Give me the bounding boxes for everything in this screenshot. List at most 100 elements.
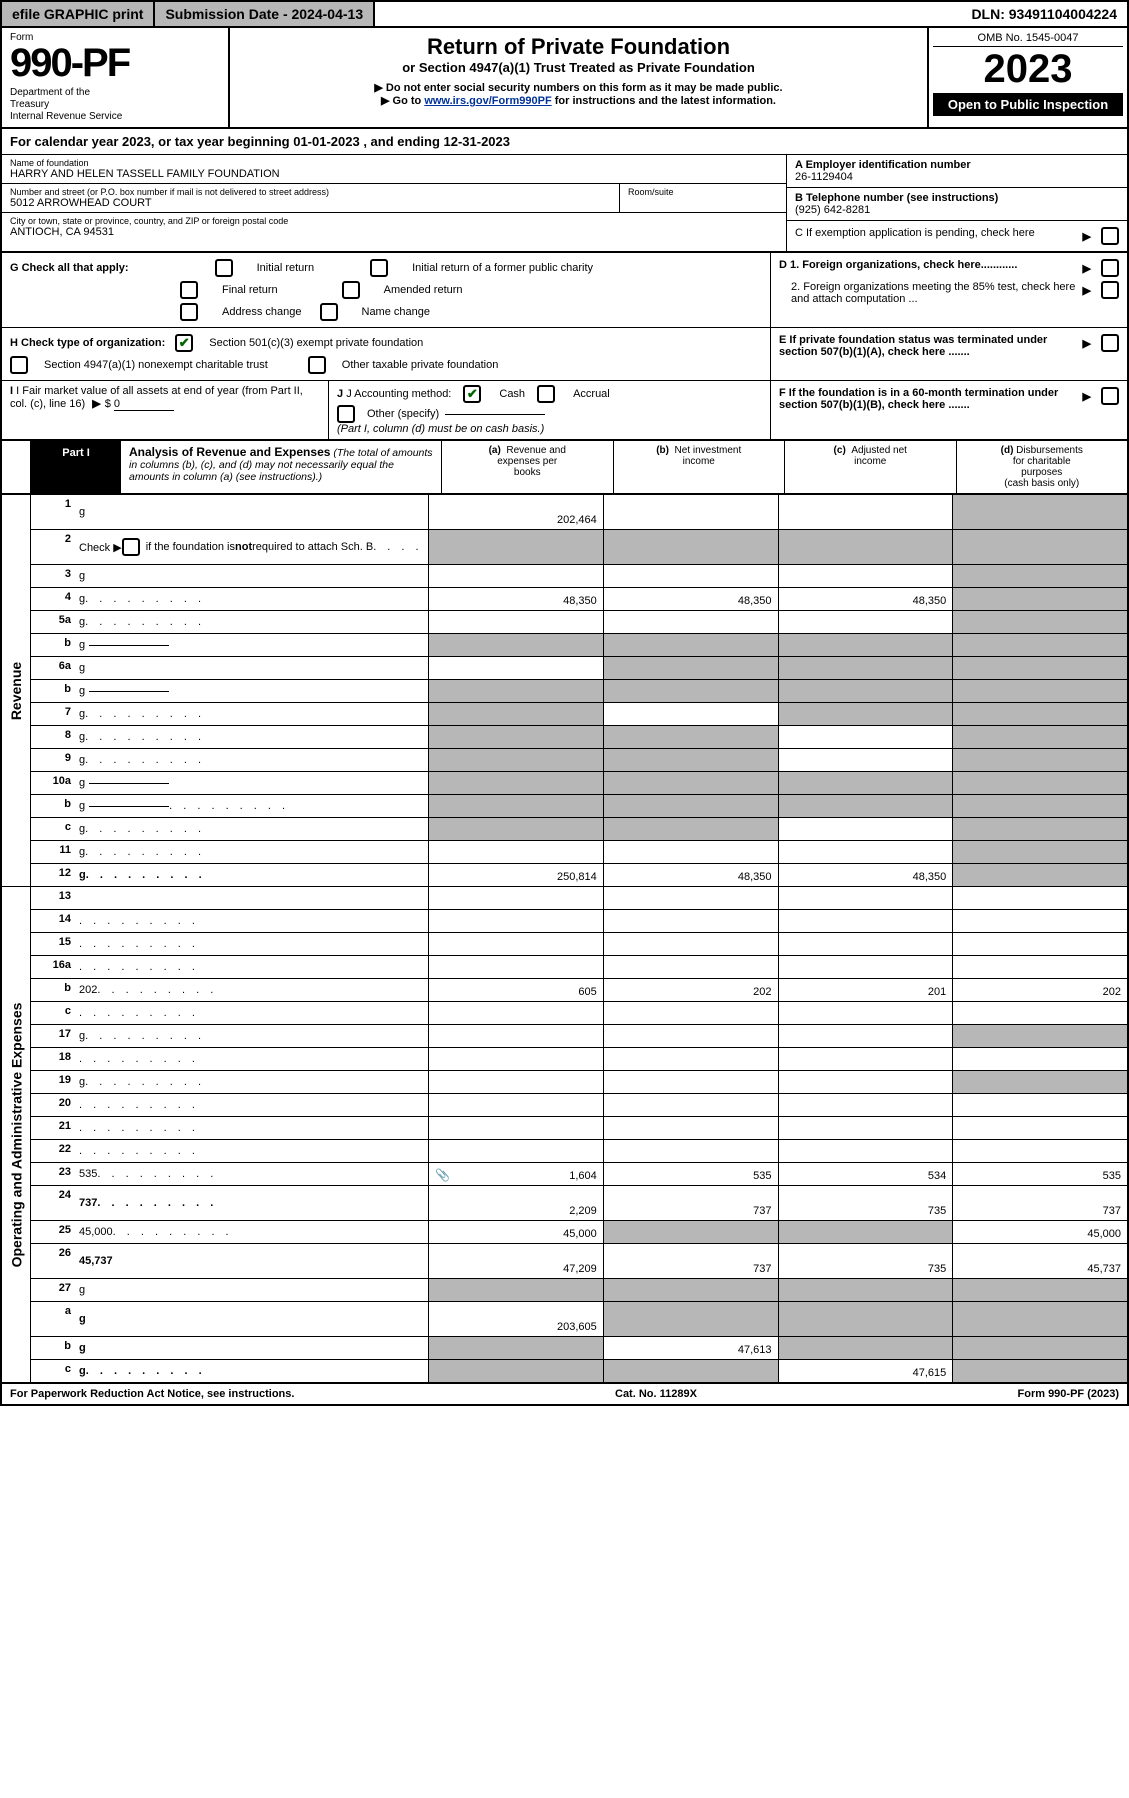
- dln-number: DLN: 93491104004224: [961, 2, 1127, 26]
- row-description: . . . . . . . . .: [75, 1140, 429, 1162]
- row-number: 7: [31, 703, 75, 725]
- efile-print-button[interactable]: efile GRAPHIC print: [2, 2, 155, 26]
- value-cell: [779, 818, 954, 840]
- checkbox-initial-return[interactable]: [215, 259, 233, 277]
- value-cell: [429, 1279, 604, 1301]
- value-cell: [604, 1279, 779, 1301]
- value-cell: [779, 1002, 954, 1024]
- footer-left: For Paperwork Reduction Act Notice, see …: [10, 1388, 294, 1400]
- page-footer: For Paperwork Reduction Act Notice, see …: [0, 1384, 1129, 1406]
- checkbox-f[interactable]: [1101, 387, 1119, 405]
- checkbox-cash[interactable]: [463, 385, 481, 403]
- irs-link[interactable]: www.irs.gov/Form990PF: [424, 95, 551, 107]
- row-number: 27: [31, 1279, 75, 1301]
- row-number: 1: [31, 495, 75, 529]
- row-number: b: [31, 680, 75, 702]
- value-cell: [953, 749, 1127, 771]
- row-description: . . . . . . . . .: [75, 1002, 429, 1024]
- row-description: g . . . . . . . . .: [75, 726, 429, 748]
- checkbox-other-method[interactable]: [337, 405, 355, 423]
- value-cell: 534: [779, 1163, 954, 1185]
- value-cell: [604, 910, 779, 932]
- checkbox-d2[interactable]: [1101, 281, 1119, 299]
- table-row: 17g . . . . . . . . .: [31, 1025, 1127, 1048]
- table-row: 24737 . . . . . . . . .2,209737735737: [31, 1186, 1127, 1221]
- ein-block: A Employer identification number 26-1129…: [787, 155, 1127, 188]
- table-row: 18 . . . . . . . . .: [31, 1048, 1127, 1071]
- checkbox-other-taxable[interactable]: [308, 356, 326, 374]
- value-cell: [779, 530, 954, 564]
- value-cell: [953, 1337, 1127, 1359]
- attachment-icon[interactable]: 📎: [435, 1168, 450, 1182]
- value-cell: [604, 795, 779, 817]
- value-cell: [429, 772, 604, 794]
- checkbox-initial-former[interactable]: [370, 259, 388, 277]
- checkbox-accrual[interactable]: [537, 385, 555, 403]
- value-cell: [429, 1117, 604, 1139]
- h-check-type: H Check type of organization: Section 50…: [2, 328, 770, 380]
- value-cell: [604, 956, 779, 978]
- value-cell: 202,464: [429, 495, 604, 529]
- value-cell: [779, 956, 954, 978]
- row-description: . . . . . . . . .: [75, 956, 429, 978]
- row-number: 3: [31, 565, 75, 587]
- value-cell: 201: [779, 979, 954, 1001]
- value-cell: [604, 1117, 779, 1139]
- value-cell: 203,605: [429, 1302, 604, 1336]
- arrow-icon: ▶: [1083, 284, 1091, 297]
- table-row: 2545,000 . . . . . . . . .45,00045,000: [31, 1221, 1127, 1244]
- value-cell: [779, 1094, 954, 1116]
- row-number: 19: [31, 1071, 75, 1093]
- row-description: g: [75, 1337, 429, 1359]
- value-cell: [429, 841, 604, 863]
- value-cell: 47,613: [604, 1337, 779, 1359]
- value-cell: [604, 772, 779, 794]
- row-description: g: [75, 1279, 429, 1301]
- value-cell: 535: [953, 1163, 1127, 1185]
- value-cell: [604, 634, 779, 656]
- checkbox-address-change[interactable]: [180, 303, 198, 321]
- table-row: 5ag . . . . . . . . .: [31, 611, 1127, 634]
- value-cell: [953, 530, 1127, 564]
- row-number: 4: [31, 588, 75, 610]
- value-cell: [953, 956, 1127, 978]
- value-cell: 📎1,604: [429, 1163, 604, 1185]
- row-description: 45,737: [75, 1244, 429, 1278]
- checkbox-c[interactable]: [1101, 227, 1119, 245]
- value-cell: [779, 565, 954, 587]
- value-cell: [953, 772, 1127, 794]
- row-description: . . . . . . . . .: [75, 1094, 429, 1116]
- value-cell: [429, 1360, 604, 1382]
- row-number: 11: [31, 841, 75, 863]
- checkbox-4947a1[interactable]: [10, 356, 28, 374]
- value-cell: [429, 703, 604, 725]
- value-cell: [779, 795, 954, 817]
- value-cell: [779, 726, 954, 748]
- value-cell: [604, 657, 779, 679]
- value-cell: [779, 1337, 954, 1359]
- value-cell: [953, 634, 1127, 656]
- row-description: . . . . . . . . .: [75, 933, 429, 955]
- checkbox-amended-return[interactable]: [342, 281, 360, 299]
- checkbox-d1[interactable]: [1101, 259, 1119, 277]
- checkbox-final-return[interactable]: [180, 281, 198, 299]
- checkbox-501c3[interactable]: [175, 334, 193, 352]
- value-cell: [429, 795, 604, 817]
- value-cell: [953, 1048, 1127, 1070]
- value-cell: [429, 1048, 604, 1070]
- value-cell: [953, 703, 1127, 725]
- value-cell: [953, 1302, 1127, 1336]
- header-note-1: ▶ Do not enter social security numbers o…: [240, 81, 917, 94]
- row-description: 202 . . . . . . . . .: [75, 979, 429, 1001]
- value-cell: [779, 703, 954, 725]
- department-label: Department of theTreasuryInternal Revenu…: [10, 87, 220, 123]
- checkbox-e[interactable]: [1101, 334, 1119, 352]
- table-row: b202 . . . . . . . . .605202201202: [31, 979, 1127, 1002]
- row-description: . . . . . . . . .: [75, 910, 429, 932]
- value-cell: [953, 864, 1127, 886]
- row-number: 12: [31, 864, 75, 886]
- table-row: 10ag: [31, 772, 1127, 795]
- value-cell: 535: [604, 1163, 779, 1185]
- row-number: 26: [31, 1244, 75, 1278]
- checkbox-name-change[interactable]: [320, 303, 338, 321]
